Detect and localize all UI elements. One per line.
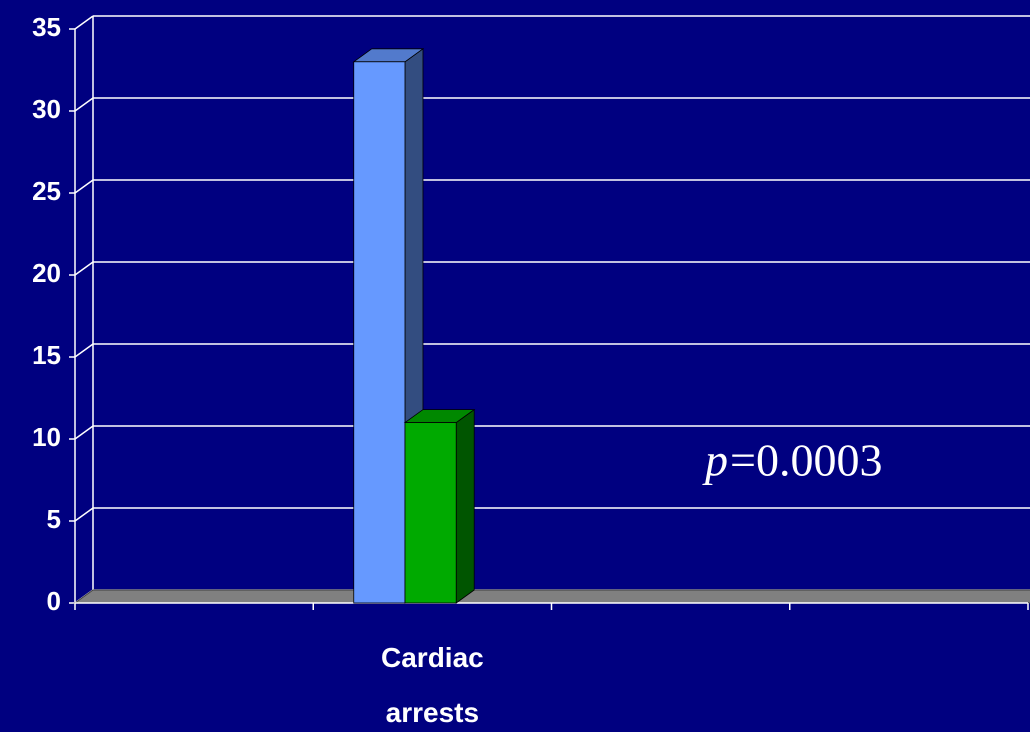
grid-line-side — [74, 97, 94, 112]
x-tick-label: Cardiac arrests — [381, 642, 484, 728]
bar-front — [353, 61, 406, 604]
floor — [73, 589, 1030, 604]
grid-line-side — [74, 179, 94, 194]
grid-line-side — [74, 261, 94, 276]
grid-line-side — [74, 15, 94, 30]
y-tick-label: 15 — [32, 340, 61, 370]
y-tick-label: 5 — [47, 504, 61, 534]
grid-line-side — [74, 507, 94, 522]
grid-line-side — [74, 425, 94, 440]
y-tick-label: 10 — [32, 422, 61, 452]
y-tick-label: 20 — [32, 258, 61, 288]
y-tick-label: 0 — [47, 586, 61, 616]
grid-line-side — [74, 343, 94, 358]
y-tick-label: 30 — [32, 94, 61, 124]
bar-front — [404, 422, 457, 604]
bar — [403, 408, 476, 604]
bar-side — [455, 408, 475, 604]
y-tick-label: 25 — [32, 176, 61, 206]
annotation-text: =0.0003 — [730, 435, 882, 486]
y-tick-label: 35 — [32, 12, 61, 42]
annotation-symbol: p — [702, 435, 728, 486]
